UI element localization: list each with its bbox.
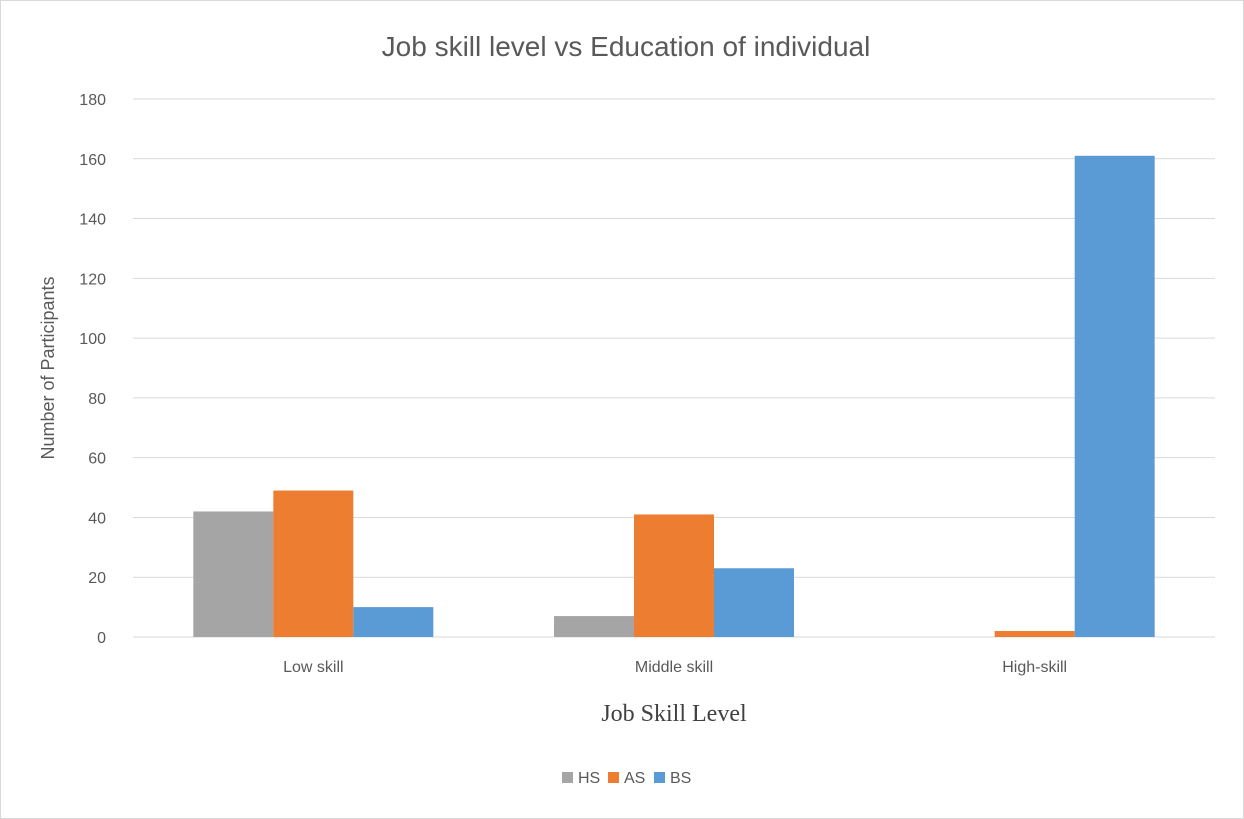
chart-title: Job skill level vs Education of individu… [382,31,871,62]
legend-label-as: AS [624,770,645,787]
y-tick-label: 40 [88,510,106,527]
y-tick-label: 20 [88,570,106,587]
y-tick-label: 180 [79,92,106,109]
legend-swatch-bs [654,772,665,783]
bars [193,155,1155,638]
y-tick-label: 100 [79,331,106,348]
bar-hs-middle-skill [554,616,634,637]
legend-swatch-hs [562,772,573,783]
x-axis-ticks: Low skill Middle skill High-skill [283,659,1067,676]
x-axis-label: Job Skill Level [601,701,747,727]
x-tick-label: Low skill [283,659,343,676]
y-axis-label: Number of Participants [38,276,58,459]
y-tick-label: 60 [88,451,106,468]
x-tick-label: High-skill [1002,659,1067,676]
bar-bs-middle-skill [714,568,794,637]
x-tick-label: Middle skill [635,659,713,676]
legend-label-hs: HS [578,770,600,787]
bar-as-low-skill [273,490,354,637]
bar-bs-high-skill [1074,155,1155,638]
bar-as-high-skill [994,631,1075,637]
y-tick-label: 140 [79,212,106,229]
y-tick-label: 120 [79,271,106,288]
legend-label-bs: BS [670,770,691,787]
legend-swatch-as [608,772,619,783]
legend: HS AS BS [562,770,691,787]
y-tick-label: 0 [97,630,106,647]
bar-bs-low-skill [353,607,434,637]
y-axis-ticks: 0 20 40 60 80 100 120 140 160 180 [79,92,106,647]
bar-hs-low-skill [193,511,274,637]
y-tick-label: 80 [88,391,106,408]
bar-as-middle-skill [634,514,714,637]
y-tick-label: 160 [79,152,106,169]
